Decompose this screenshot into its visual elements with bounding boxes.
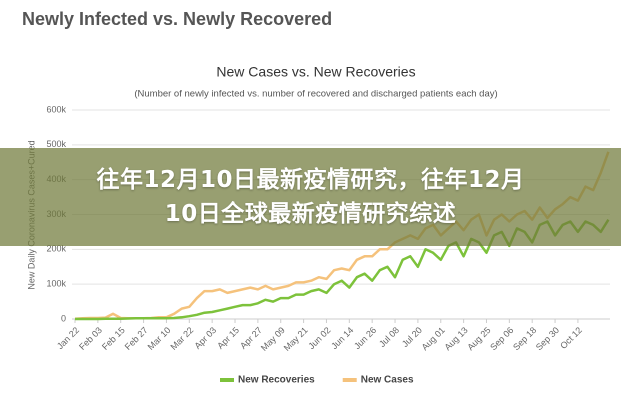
x-tick-label: Sep 18 [511,325,538,352]
y-tick-label: 0 [61,313,66,323]
x-tick-label: Sep 06 [488,325,515,352]
y-tick-label: 100k [46,279,66,289]
x-tick-label: Sep 30 [534,325,561,352]
x-tick-label: Aug 13 [442,325,469,352]
legend-label: New Cases [361,375,414,386]
x-tick-label: Feb 15 [100,325,127,352]
chart-title: New Cases vs. New Recoveries [216,64,415,80]
x-tick-label: Feb 03 [77,325,104,352]
x-tick-label: Aug 01 [420,325,447,352]
x-tick-label: Jun 02 [306,325,332,351]
header-title: Newly Infected vs. Newly Recovered [22,9,332,29]
x-tick-label: May 21 [282,325,310,353]
x-tick-label: Jun 14 [329,325,355,351]
y-tick-label: 500k [46,139,66,149]
y-tick-label: 200k [46,244,66,254]
x-tick-label: Jul 08 [377,325,401,349]
x-tick-label: Oct 12 [558,325,584,351]
x-tick-label: Jan 22 [55,325,81,351]
x-tick-label: Apr 15 [215,325,241,351]
y-tick-label: 600k [46,104,66,114]
chart-subtitle: (Number of newly infected vs. number of … [134,89,497,100]
x-tick-label: Aug 25 [465,325,492,352]
legend-label: New Recoveries [238,375,315,386]
overlay-line: 往年12月10日最新疫情研究，往年12月 [96,167,525,193]
overlay-line: 10日全球最新疫情研究综述 [164,201,457,227]
x-tick-label: Jun 26 [352,325,378,351]
x-tick-label: Feb 27 [123,325,150,352]
x-tick-label: Apr 03 [192,325,218,351]
x-tick-label: May 09 [259,325,287,353]
x-tick-label: Mar 22 [169,325,196,352]
overlay-banner: 往年12月10日最新疫情研究，往年12月 10日全球最新疫情研究综述 [0,148,621,246]
x-tick-label: Mar 10 [146,325,173,352]
